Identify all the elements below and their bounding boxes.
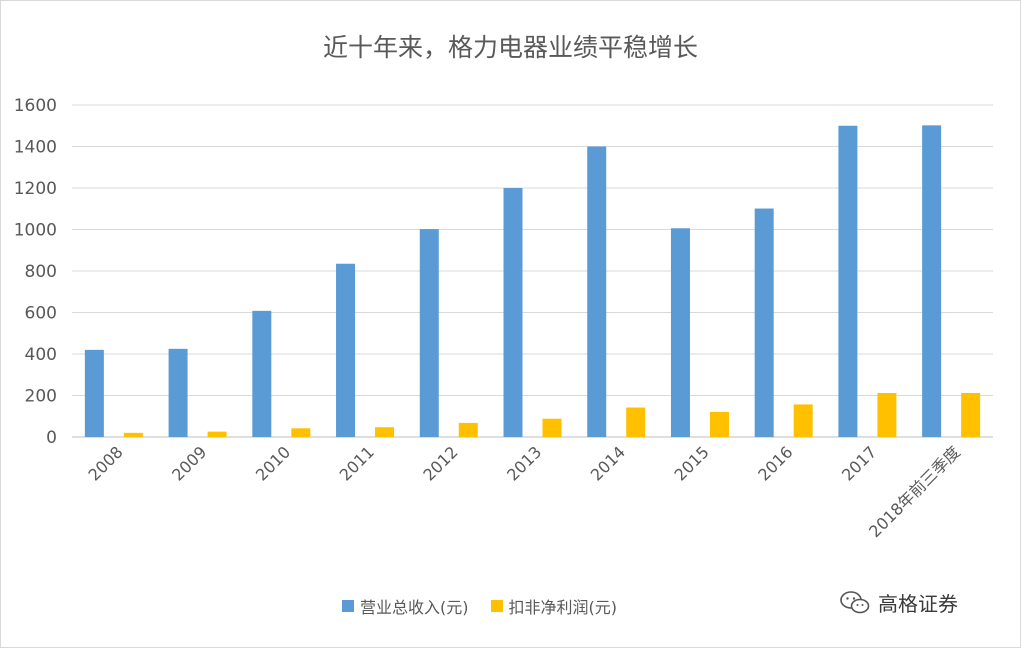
x-tick-label: 2009	[168, 442, 210, 484]
legend-swatch-profit	[490, 600, 503, 612]
bar-revenue	[84, 349, 104, 437]
legend-label-profit: 扣非净利润(元)	[508, 598, 618, 617]
bar-profit	[375, 427, 395, 437]
bar-profit	[291, 428, 311, 437]
y-tick-label: 1600	[14, 96, 57, 116]
legend-swatch-revenue	[342, 600, 354, 612]
bar-profit	[709, 411, 729, 437]
y-tick-label: 1400	[14, 138, 57, 158]
bar-profit	[542, 418, 562, 437]
bar-profit	[626, 407, 646, 437]
bar-revenue	[419, 229, 439, 437]
y-tick-label: 600	[25, 304, 57, 324]
y-tick-label: 200	[25, 387, 57, 407]
watermark: 高格证券	[840, 588, 958, 617]
x-tick-label: 2008	[84, 442, 126, 484]
bar-revenue	[670, 228, 690, 437]
bar-profit	[458, 422, 478, 437]
x-tick-label: 2014	[587, 442, 629, 484]
chart-legend: 营业总收入(元) 扣非净利润(元)	[342, 594, 639, 618]
x-tick-label: 2015	[671, 442, 713, 484]
x-tick-label: 2018年前三季度	[865, 442, 964, 541]
bar-profit	[123, 432, 143, 437]
bar-revenue	[754, 208, 774, 437]
bar-revenue	[587, 146, 607, 437]
bar-profit	[961, 393, 981, 437]
y-tick-label: 400	[25, 345, 57, 365]
x-tick-label: 2017	[838, 442, 880, 484]
bar-revenue	[336, 263, 356, 437]
chart-title: 近十年来，格力电器业绩平稳增长	[322, 33, 698, 62]
legend-item-profit: 扣非净利润(元)	[490, 594, 618, 618]
y-tick-label: 800	[25, 262, 57, 282]
legend-item-revenue: 营业总收入(元)	[342, 594, 469, 618]
x-tick-label: 2011	[336, 442, 378, 484]
wechat-icon	[840, 590, 870, 613]
bar-revenue	[252, 310, 272, 437]
bar-revenue	[168, 348, 188, 437]
x-tick-label: 2012	[419, 442, 461, 484]
legend-label-revenue: 营业总收入(元)	[360, 598, 469, 617]
x-tick-label: 2010	[252, 442, 294, 484]
watermark-text: 高格证券	[878, 592, 958, 616]
bar-revenue	[838, 125, 858, 437]
bar-profit	[207, 431, 227, 437]
x-tick-label: 2013	[503, 442, 545, 484]
bar-profit	[793, 404, 813, 437]
y-tick-label: 1000	[14, 221, 57, 241]
y-tick-label: 1200	[14, 179, 57, 199]
x-tick-label: 2016	[754, 442, 796, 484]
bar-revenue	[503, 188, 523, 437]
bar-profit	[877, 393, 897, 437]
y-tick-label: 0	[46, 428, 57, 448]
bar-revenue	[922, 125, 942, 438]
